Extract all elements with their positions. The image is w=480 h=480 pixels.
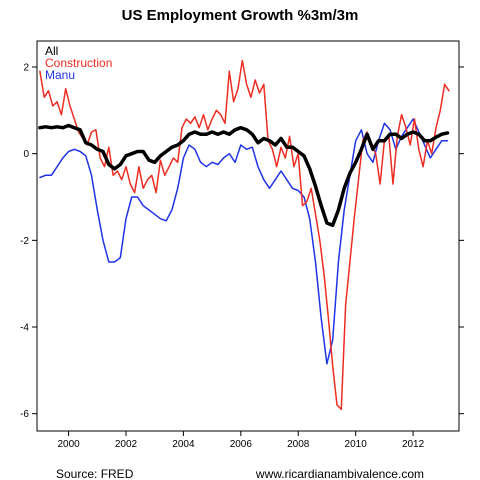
y-tick-label: -4 bbox=[20, 323, 29, 334]
legend: All Construction Manu bbox=[45, 44, 112, 82]
chart-title: US Employment Growth %3m/3m bbox=[122, 7, 359, 24]
x-tick-label: 2012 bbox=[402, 439, 425, 450]
x-tick-label: 2004 bbox=[172, 439, 195, 450]
y-tick-label: 2 bbox=[23, 63, 29, 74]
x-tick-label: 2008 bbox=[287, 439, 310, 450]
y-tick-label: -6 bbox=[20, 409, 29, 420]
series-line-all bbox=[38, 123, 450, 227]
y-tick-label: -2 bbox=[20, 236, 29, 247]
legend-entry-all: All bbox=[45, 44, 58, 58]
legend-entry-construction: Construction bbox=[45, 56, 112, 70]
footer-site: www.ricardianambivalence.com bbox=[255, 467, 424, 480]
series-line-manu bbox=[39, 118, 449, 365]
plot-frame bbox=[36, 40, 460, 432]
footer-source: Source: FRED bbox=[56, 467, 134, 480]
x-tick-label: 2002 bbox=[115, 439, 138, 450]
x-axis: 2000 2002 2004 2006 2008 2010 2012 bbox=[57, 431, 425, 450]
x-tick-label: 2010 bbox=[345, 439, 368, 450]
x-tick-label: 2006 bbox=[230, 439, 253, 450]
y-axis-right bbox=[459, 66, 464, 415]
series-line-construction bbox=[39, 59, 450, 411]
legend-entry-manu: Manu bbox=[45, 68, 75, 82]
x-tick-label: 2000 bbox=[57, 439, 80, 450]
y-axis-left: -6 -4 -2 0 2 bbox=[20, 63, 37, 420]
series-layer bbox=[38, 59, 450, 411]
y-tick-label: 0 bbox=[23, 149, 29, 160]
